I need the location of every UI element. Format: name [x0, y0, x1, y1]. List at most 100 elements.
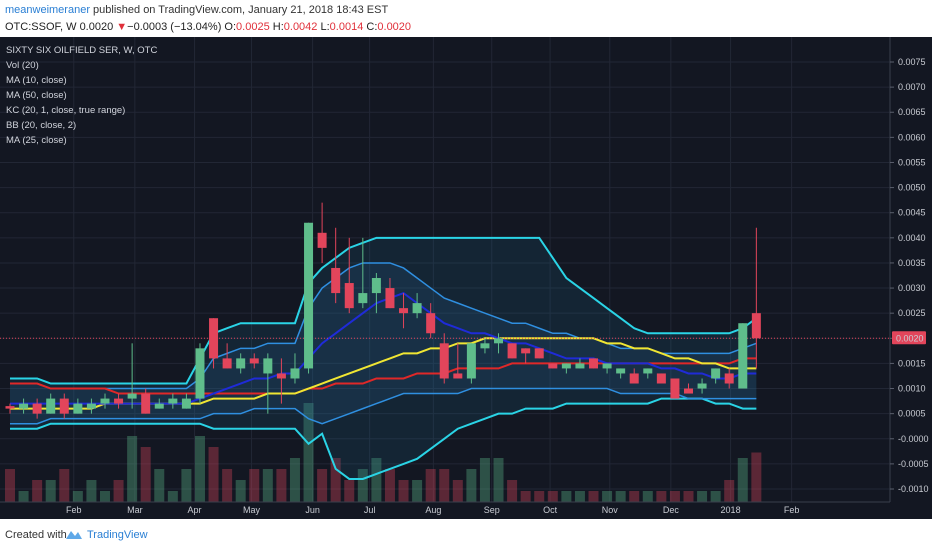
volume-bar — [262, 469, 273, 502]
candle-body — [371, 278, 381, 294]
low-label: L: — [320, 21, 330, 33]
last-price-tag: 0.0020 — [892, 331, 926, 345]
close-label: C: — [366, 21, 378, 33]
y-tick-label: 0.0050 — [898, 183, 926, 193]
bb-upper-line — [10, 236, 757, 385]
chart-area[interactable]: 0.0075 0.0070 0.0065 0.0060 0.0055 0.0050 0.00… — [0, 37, 932, 519]
legend-ma10: MA (10, close) — [6, 75, 67, 86]
candle-body — [439, 343, 449, 379]
candle-body — [181, 398, 191, 409]
volume-bar — [222, 469, 233, 502]
indicator-lines — [0, 236, 890, 480]
volume-bar — [574, 491, 585, 502]
tradingview-brand-link[interactable]: TradingView — [87, 529, 148, 541]
x-tick-label: Apr — [188, 505, 202, 515]
x-tick-label: Jun — [305, 505, 320, 515]
candle-body — [195, 348, 205, 399]
volume-bar — [479, 458, 490, 502]
candle-body — [344, 283, 354, 309]
candle-body — [249, 358, 259, 364]
candle-body — [154, 403, 164, 409]
open-value: 0.0025 — [236, 21, 270, 33]
volume-bar — [330, 458, 341, 502]
candle-body — [358, 293, 368, 304]
y-tick-label: 0.0045 — [898, 208, 926, 218]
ohlc-line: OTC:SSOF, W 0.0020 ▼−0.0003 (−13.04%) O:… — [5, 21, 411, 33]
y-tick-label: 0.0030 — [898, 283, 926, 293]
volume-bar — [5, 469, 15, 502]
x-tick-label: Nov — [602, 505, 619, 515]
candle-body — [46, 398, 56, 414]
candle-body — [548, 363, 558, 369]
candle-body — [494, 338, 504, 344]
candle-body — [697, 383, 707, 389]
volume-bar — [384, 469, 395, 502]
volume-bar — [276, 469, 287, 502]
volume-bar — [493, 458, 504, 502]
price-chart[interactable]: 0.0075 0.0070 0.0065 0.0060 0.0055 0.0050 0.00… — [0, 37, 932, 519]
y-tick-label: 0.0015 — [898, 358, 926, 368]
x-tick-label: Dec — [663, 505, 680, 515]
candle-body — [304, 222, 314, 369]
candle-body — [711, 368, 721, 379]
candle-body — [412, 303, 422, 314]
volume-bar — [113, 480, 124, 502]
candle-body — [684, 388, 693, 394]
volume-bar — [235, 480, 246, 502]
candle-body — [73, 403, 83, 414]
x-tick-label: 2018 — [721, 505, 741, 515]
open-label: O: — [224, 21, 237, 33]
candle-body — [331, 267, 341, 294]
candle-body — [317, 232, 327, 248]
candle-body — [751, 313, 761, 339]
volume-bar — [751, 452, 762, 502]
volume-bar — [59, 469, 70, 502]
volume-bar — [72, 491, 83, 502]
y-tick-label: 0.0035 — [898, 258, 926, 268]
y-tick-label: 0.0040 — [898, 233, 926, 243]
candle-body — [276, 373, 286, 379]
volume-bar — [642, 491, 653, 502]
volume-bar — [629, 491, 640, 502]
volume-bar — [615, 491, 626, 502]
tradingview-logo-icon[interactable] — [64, 527, 84, 541]
last-price-tag-text: 0.0020 — [896, 333, 924, 343]
candle-body — [670, 378, 680, 399]
author-link[interactable]: meanweimeraner — [5, 4, 90, 16]
low-value: 0.0014 — [329, 21, 364, 33]
volume-bar — [588, 491, 599, 502]
volume-bar — [45, 480, 56, 502]
price-change: −0.0003 (−13.04%) — [127, 21, 222, 33]
y-tick-label: 0.0010 — [898, 384, 926, 394]
candle-body — [602, 363, 612, 369]
y-tick-label: 0.0005 — [898, 409, 926, 419]
volume-bars — [5, 403, 762, 502]
x-tick-label: Aug — [425, 505, 441, 515]
volume-bar — [520, 491, 531, 502]
candle-body — [399, 308, 409, 314]
volume-bar — [697, 491, 708, 502]
volume-bar — [737, 458, 748, 502]
volume-bar — [18, 491, 29, 502]
candle-body — [222, 358, 232, 369]
created-with-text: Created with — [5, 529, 67, 541]
legend-title: SIXTY SIX OILFIELD SER, W, OTC — [6, 45, 157, 56]
volume-bar — [32, 480, 43, 502]
y-tick-label: 0.0025 — [898, 308, 926, 318]
volume-bar — [561, 491, 572, 502]
bb-lower-line — [10, 397, 757, 480]
legend-ma50: MA (50, close) — [6, 90, 67, 101]
x-tick-label: May — [243, 505, 261, 515]
volume-bar — [724, 480, 735, 502]
x-tick-label: Sep — [484, 505, 500, 515]
volume-bar — [669, 491, 680, 502]
high-label: H: — [272, 21, 284, 33]
volume-bar — [140, 447, 151, 502]
y-tick-label: 0.0070 — [898, 82, 926, 92]
candle-body — [507, 343, 517, 359]
volume-bar — [656, 491, 667, 502]
volume-bar — [425, 469, 436, 502]
symbol-label: OTC:SSOF, W — [5, 21, 77, 33]
y-tick-label: 0.0065 — [898, 107, 926, 117]
volume-bar — [412, 480, 423, 502]
